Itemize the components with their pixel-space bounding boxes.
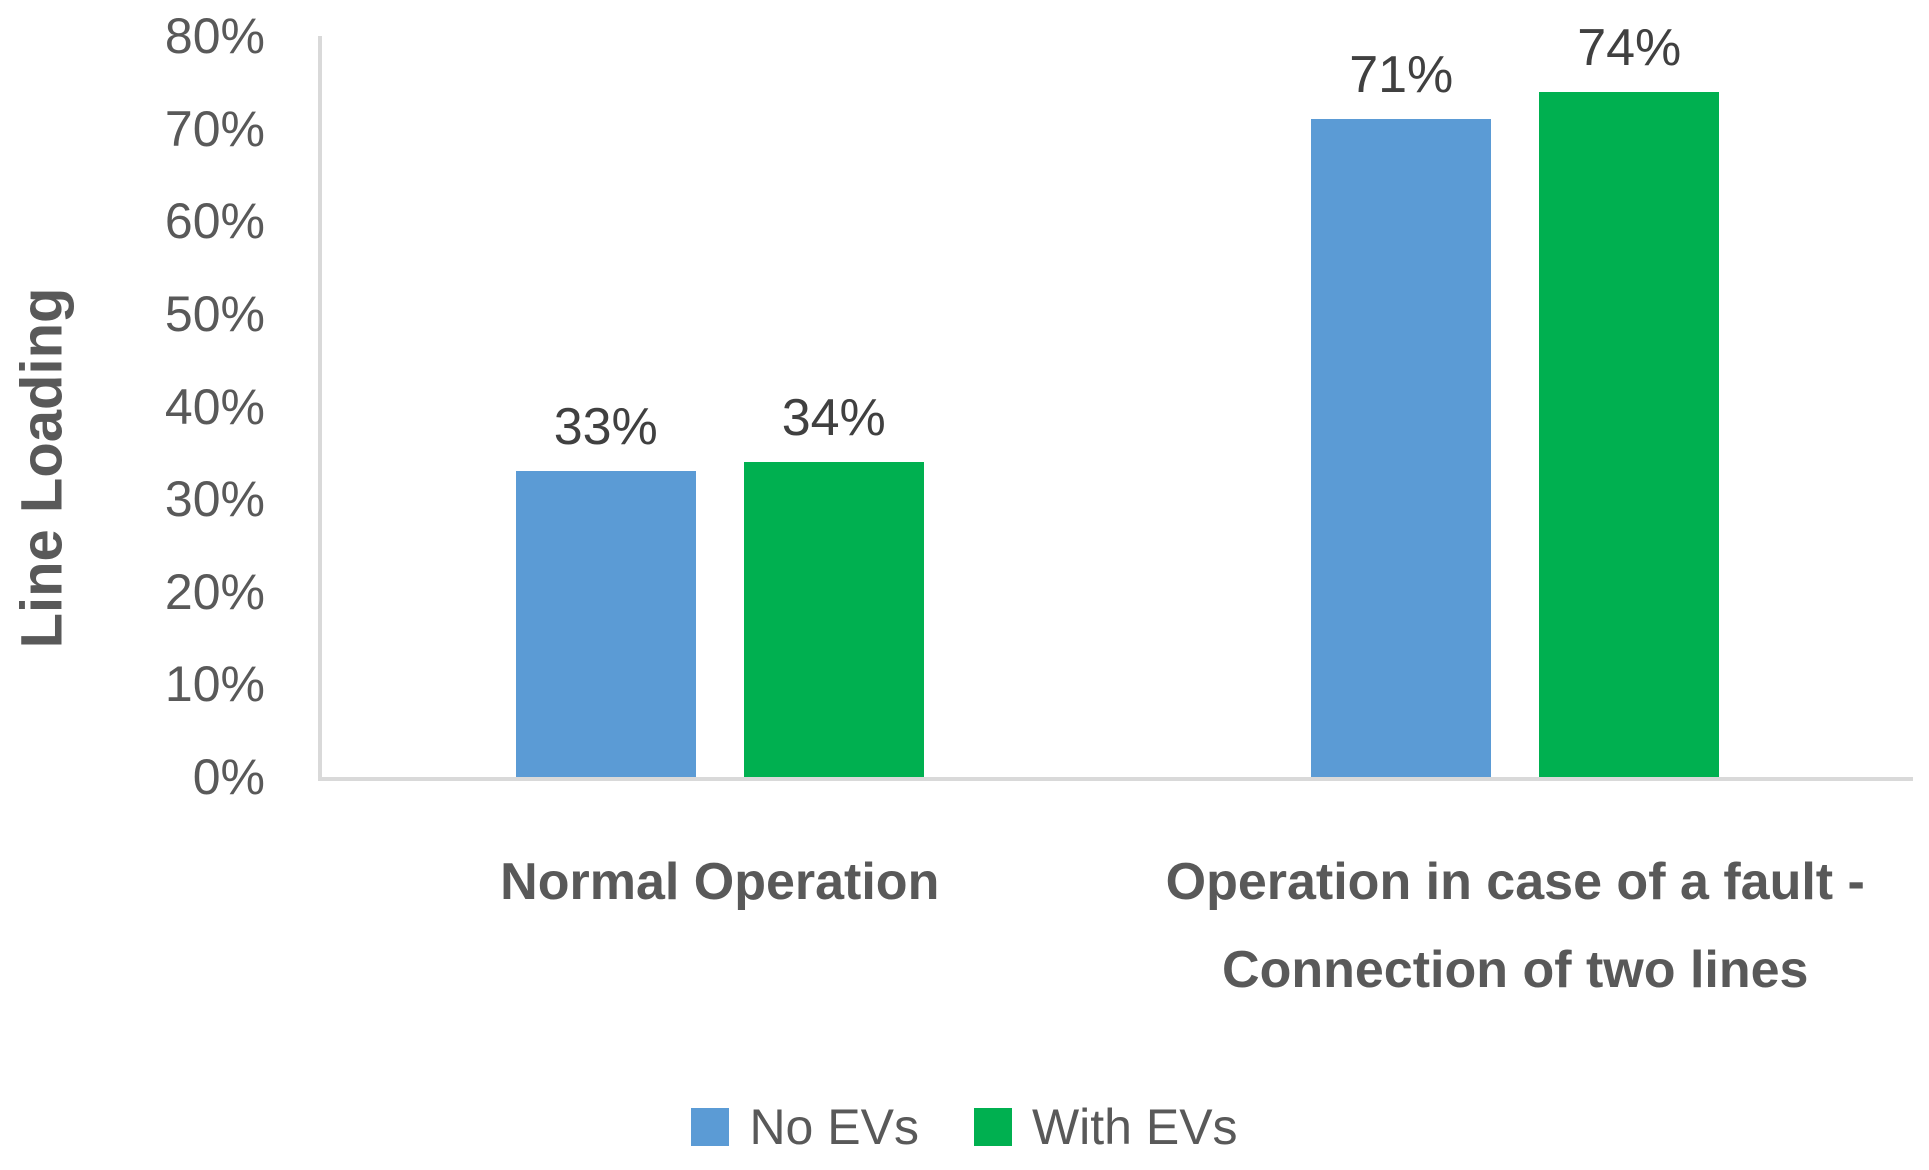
data-label-with-evs-74: 74% <box>1577 18 1682 77</box>
y-tick-label-0: 0% <box>192 749 265 805</box>
y-tick-label-60: 60% <box>164 193 265 250</box>
bar-with-evs-normal-operation <box>743 462 924 777</box>
y-axis-line <box>318 36 322 781</box>
legend-item-no-evs: No EVs <box>691 1098 919 1156</box>
legend-label-no-evs: No EVs <box>749 1099 919 1155</box>
bar-no-evs-operation-in-case-of-a-fault <box>1311 119 1492 777</box>
legend: No EVs With EVs <box>0 1098 1929 1156</box>
y-tick-label-10: 10% <box>164 656 265 713</box>
bar-no-evs-normal-operation <box>515 471 696 777</box>
y-tick-label-40: 40% <box>164 378 265 435</box>
data-label-no-evs-71: 71% <box>1349 46 1454 105</box>
bar-with-evs-operation-in-case-of-a-fault <box>1539 91 1720 777</box>
x-axis-line <box>318 777 1913 781</box>
category-label-operation-in-case-of-a-fault: Operation in case of a fault - Connectio… <box>1165 853 1865 999</box>
data-label-with-evs-34: 34% <box>781 389 886 448</box>
y-tick-label-70: 70% <box>164 100 265 157</box>
legend-swatch-icon-no-evs <box>691 1108 730 1146</box>
y-tick-label-20: 20% <box>164 563 265 620</box>
legend-swatch-icon-with-evs <box>973 1108 1012 1146</box>
y-tick-label-30: 30% <box>164 471 265 528</box>
data-label-no-evs-33: 33% <box>553 398 658 457</box>
y-tick-label-50: 50% <box>164 285 265 342</box>
legend-item-with-evs: With EVs <box>973 1098 1238 1156</box>
y-tick-label-80: 80% <box>164 8 265 64</box>
category-label-normal-operation: Normal Operation <box>500 853 940 911</box>
legend-label-with-evs: With EVs <box>1031 1099 1238 1155</box>
